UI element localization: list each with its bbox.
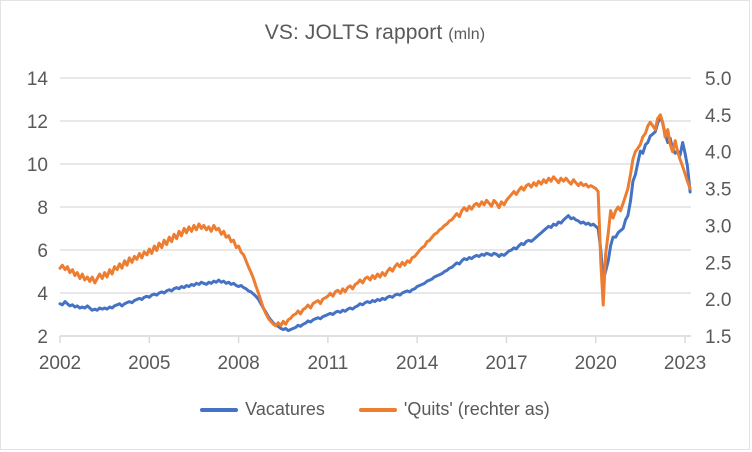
x-axis-tick-label: 2002 (39, 353, 81, 374)
chart-title-main: VS: JOLTS rapport (264, 21, 443, 44)
y-axis-left-tick-label: 2 (37, 327, 48, 348)
y-axis-left-tick-label: 4 (37, 284, 48, 305)
x-axis-tick-label: 2008 (217, 353, 259, 374)
y-axis-right-tick-label: 2.0 (705, 290, 731, 311)
y-axis-left-tick-label: 6 (37, 241, 48, 262)
x-axis-tick-label: 2020 (575, 353, 617, 374)
y-axis-right-tick-label: 1.5 (705, 327, 731, 348)
y-axis-right-tick-label: 5.0 (705, 69, 731, 90)
legend-swatch-quits (358, 407, 397, 412)
chart-title-units: (mln) (448, 26, 486, 43)
y-axis-left-tick-label: 12 (27, 112, 48, 133)
legend-item-quits[interactable]: 'Quits' (rechter as) (358, 399, 550, 420)
x-axis-tick-label: 2023 (664, 353, 706, 374)
y-axis-left-tick-label: 8 (37, 198, 48, 219)
series-line-vacatures (58, 115, 692, 333)
series-line-quits (58, 113, 692, 328)
legend-swatch-vacatures (200, 407, 239, 412)
y-axis-left-tick-label: 10 (27, 155, 48, 176)
y-axis-right-tick-label: 4.5 (705, 106, 731, 127)
x-axis-tick-label: 2005 (128, 353, 170, 374)
y-axis-left-tick-label: 14 (27, 69, 49, 90)
x-axis-tick-label: 2014 (396, 353, 439, 374)
y-axis-right-tick-label: 3.5 (705, 180, 731, 201)
y-axis-right-tick-label: 3.0 (705, 216, 731, 237)
legend-label-vacatures: Vacatures (245, 399, 325, 419)
y-axis-right-tick-label: 2.5 (705, 253, 731, 274)
y-axis-right-tick-label: 4.0 (705, 143, 731, 164)
chart-legend: Vacatures 'Quits' (rechter as) (1, 399, 749, 420)
chart-title: VS: JOLTS rapport (mln) (1, 21, 749, 45)
x-axis-tick-label: 2017 (485, 353, 527, 374)
legend-label-quits: 'Quits' (rechter as) (403, 399, 550, 419)
legend-item-vacatures[interactable]: Vacatures (200, 399, 325, 420)
x-axis-tick-label: 2011 (307, 353, 348, 374)
